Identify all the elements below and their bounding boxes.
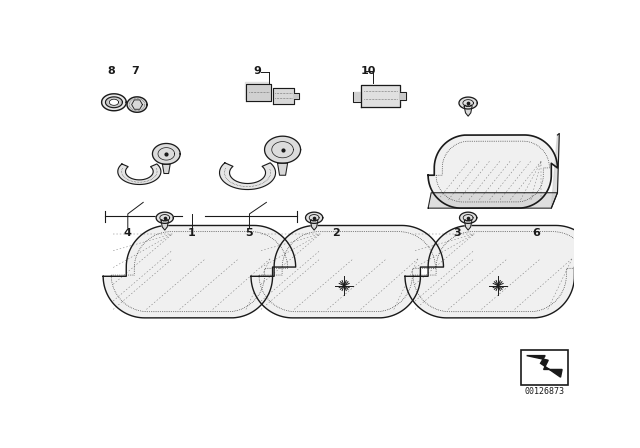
Polygon shape bbox=[305, 212, 323, 224]
Polygon shape bbox=[264, 136, 301, 163]
Polygon shape bbox=[428, 135, 557, 208]
Polygon shape bbox=[251, 225, 444, 318]
Polygon shape bbox=[102, 94, 126, 111]
Polygon shape bbox=[405, 225, 598, 318]
Polygon shape bbox=[127, 97, 147, 112]
Text: 7: 7 bbox=[132, 66, 140, 77]
Polygon shape bbox=[246, 84, 271, 101]
Polygon shape bbox=[220, 163, 276, 190]
Polygon shape bbox=[161, 220, 168, 230]
Polygon shape bbox=[163, 164, 170, 173]
Polygon shape bbox=[460, 212, 477, 224]
Text: 9: 9 bbox=[253, 66, 261, 76]
Text: 3: 3 bbox=[454, 228, 461, 238]
Text: 5: 5 bbox=[246, 228, 253, 238]
Text: 00126873: 00126873 bbox=[524, 387, 564, 396]
Polygon shape bbox=[294, 93, 299, 99]
Polygon shape bbox=[118, 164, 161, 185]
Polygon shape bbox=[103, 225, 296, 318]
Polygon shape bbox=[156, 212, 173, 224]
Text: 10: 10 bbox=[360, 66, 376, 76]
Polygon shape bbox=[551, 134, 559, 208]
Text: 2: 2 bbox=[332, 228, 340, 238]
Text: 6: 6 bbox=[532, 228, 540, 238]
Polygon shape bbox=[399, 92, 406, 100]
Polygon shape bbox=[428, 193, 557, 208]
Bar bbox=[520, 350, 568, 385]
Polygon shape bbox=[459, 97, 477, 109]
Text: 4: 4 bbox=[124, 228, 132, 238]
Polygon shape bbox=[109, 99, 118, 105]
Polygon shape bbox=[353, 92, 361, 102]
Polygon shape bbox=[245, 82, 269, 99]
Polygon shape bbox=[152, 143, 180, 164]
Polygon shape bbox=[310, 220, 318, 230]
Text: 8: 8 bbox=[107, 66, 115, 77]
Text: 1: 1 bbox=[188, 228, 196, 238]
Polygon shape bbox=[273, 88, 294, 104]
Polygon shape bbox=[361, 85, 399, 107]
Polygon shape bbox=[465, 220, 472, 230]
Polygon shape bbox=[106, 97, 122, 108]
Polygon shape bbox=[527, 356, 562, 377]
Polygon shape bbox=[464, 105, 472, 116]
Polygon shape bbox=[278, 163, 287, 175]
